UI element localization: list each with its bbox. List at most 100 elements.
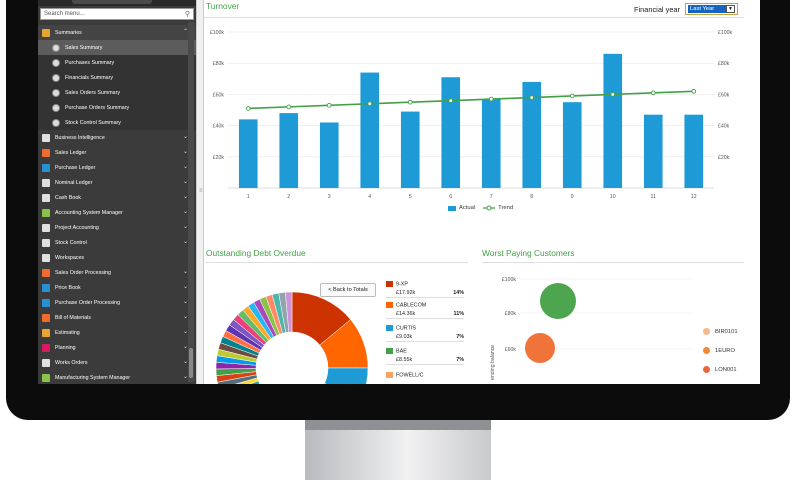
chevron-down-icon[interactable]: ⌄ <box>182 299 188 305</box>
sidebar-item-project-accounting[interactable]: Project Accounting ⌄ <box>38 220 196 235</box>
sidebar-item-estimating[interactable]: Estimating ⌄ <box>38 325 196 340</box>
chevron-down-icon[interactable]: ⌄ <box>182 194 188 200</box>
debt-legend-item[interactable]: FOWELL/C <box>386 372 464 378</box>
sidebar-item-label: Sales Summary <box>65 44 103 51</box>
debt-legend-item[interactable]: CABLECOM £14.36k 11% <box>386 302 464 320</box>
module-icon <box>42 178 50 187</box>
sidebar-item-price-book[interactable]: Price Book ⌄ <box>38 280 196 295</box>
chevron-down-icon[interactable]: ⌄ <box>182 284 188 290</box>
sidebar-item-works-orders[interactable]: Works Orders ⌄ <box>38 355 196 370</box>
chevron-up-icon[interactable]: ⌃ <box>182 29 188 35</box>
bar[interactable] <box>684 114 704 188</box>
chevron-down-icon[interactable]: ⌄ <box>182 164 188 170</box>
chevron-down-icon[interactable]: ⌄ <box>182 374 188 380</box>
bar[interactable] <box>238 119 258 188</box>
bar[interactable] <box>522 81 542 188</box>
sidebar-item-sales-ledger[interactable]: Sales Ledger ⌄ <box>38 145 196 160</box>
sidebar-item-planning[interactable]: Planning ⌄ <box>38 340 196 355</box>
sidebar-item-financials-summary[interactable]: Financials Summary <box>38 70 196 85</box>
wp-bubble-green[interactable] <box>540 283 576 319</box>
financial-year-value: Last Year <box>688 5 726 13</box>
chevron-down-icon[interactable]: ⌄ <box>182 149 188 155</box>
sidebar-item-purchase-order-processing[interactable]: Purchase Order Processing ⌄ <box>38 295 196 310</box>
sidebar-item-label: Stock Control Summary <box>65 119 121 126</box>
chevron-down-icon[interactable]: ⌄ <box>182 269 188 275</box>
trend-point[interactable] <box>367 101 373 107</box>
sidebar-item-sales-summary[interactable]: Sales Summary <box>38 40 196 55</box>
bar[interactable] <box>562 102 582 188</box>
trend-point[interactable] <box>610 92 616 97</box>
search-input[interactable]: Search menu... ⚲ <box>40 8 194 20</box>
sidebar-item-stock-control-summary[interactable]: Stock Control Summary <box>38 115 196 130</box>
sidebar-item-summaries[interactable]: Summaries ⌃ <box>38 25 196 40</box>
debt-customer: BAE <box>396 348 407 355</box>
sidebar-item-stock-control[interactable]: Stock Control ⌄ <box>38 235 196 250</box>
sidebar-scrollbar-thumb[interactable] <box>189 348 193 378</box>
sidebar-item-nominal-ledger[interactable]: Nominal Ledger ⌄ <box>38 175 196 190</box>
sidebar-item-sales-order-processing[interactable]: Sales Order Processing ⌄ <box>38 265 196 280</box>
bar[interactable] <box>279 113 299 188</box>
sidebar-item-manufacturing-system-manager[interactable]: Manufacturing System Manager ⌄ <box>38 370 196 384</box>
chevron-down-icon[interactable]: ⌄ <box>182 314 188 320</box>
trend-point[interactable] <box>569 93 575 99</box>
chevron-down-icon[interactable]: ⌄ <box>182 209 188 215</box>
debt-legend-item[interactable]: 9-XP £17.92k 14% <box>386 281 464 299</box>
y-tick-label-left: £80k <box>213 61 225 67</box>
sidebar-item-label: Stock Control <box>55 239 87 246</box>
donut-slice[interactable] <box>324 367 369 384</box>
bar[interactable] <box>319 122 339 188</box>
trend-point[interactable] <box>529 95 535 100</box>
trend-point[interactable] <box>407 99 413 105</box>
sidebar-item-label: Purchases Summary <box>65 59 115 66</box>
chevron-down-icon[interactable]: ⌄ <box>182 224 188 230</box>
sidebar-item-workspaces[interactable]: Workspaces <box>38 250 196 265</box>
bar[interactable] <box>481 99 501 188</box>
wp-legend-item[interactable]: LON001 <box>703 366 737 373</box>
search-icon[interactable]: ⚲ <box>184 11 190 18</box>
chevron-down-icon[interactable]: ⌄ <box>182 359 188 365</box>
trend-point[interactable] <box>691 88 697 94</box>
sidebar-splitter[interactable]: ≡ <box>196 0 204 384</box>
bar[interactable] <box>360 72 380 188</box>
sidebar-item-accounting-system-manager[interactable]: Accounting System Manager ⌄ <box>38 205 196 220</box>
sidebar-item-bill-of-materials[interactable]: Bill of Materials ⌄ <box>38 310 196 325</box>
donut-slice[interactable] <box>315 382 361 384</box>
debt-legend-item[interactable]: CURTIS £9.03k 7% <box>386 325 464 343</box>
chevron-down-icon[interactable]: ⌄ <box>182 179 188 185</box>
sidebar-item-sales-orders-summary[interactable]: Sales Orders Summary <box>38 85 196 100</box>
sidebar-item-cash-book[interactable]: Cash Book ⌄ <box>38 190 196 205</box>
financial-year-select[interactable]: Last Year ▼ <box>685 3 738 15</box>
wp-legend-item[interactable]: BIR0101 <box>703 328 738 335</box>
trend-point[interactable] <box>326 102 332 108</box>
sidebar-item-purchases-summary[interactable]: Purchases Summary <box>38 55 196 70</box>
bar[interactable] <box>400 111 420 188</box>
chevron-down-icon[interactable]: ⌄ <box>182 329 188 335</box>
trend-point[interactable] <box>286 104 292 110</box>
debt-amount: £8.55k <box>396 357 413 364</box>
bar[interactable] <box>441 77 461 188</box>
chevron-down-icon[interactable]: ⌄ <box>182 134 188 140</box>
debt-legend-item[interactable]: BAE £8.55k 7% <box>386 348 464 366</box>
sidebar-item-business-intelligence[interactable]: Business Intelligence ⌄ <box>38 130 196 145</box>
sidebar-tab[interactable] <box>72 0 152 4</box>
donut-slice[interactable] <box>285 291 293 333</box>
chevron-down-icon[interactable]: ⌄ <box>182 344 188 350</box>
back-to-totals-button[interactable]: < Back to Totals <box>320 283 376 297</box>
sidebar-item-purchase-ledger[interactable]: Purchase Ledger ⌄ <box>38 160 196 175</box>
splitter-grip-icon[interactable]: ≡ <box>199 188 203 194</box>
sidebar-scrollbar[interactable] <box>188 22 194 382</box>
chevron-down-icon[interactable]: ▼ <box>726 5 735 13</box>
chevron-down-icon[interactable]: ⌄ <box>182 239 188 245</box>
worst-paying-divider <box>482 262 744 263</box>
bar[interactable] <box>643 114 663 188</box>
trend-point[interactable] <box>650 90 656 96</box>
trend-point[interactable] <box>245 106 251 111</box>
sidebar-item-label: Workspaces <box>55 254 85 261</box>
trend-point[interactable] <box>488 96 494 102</box>
debt-amount: £14.36k <box>396 311 416 318</box>
trend-point[interactable] <box>448 98 454 103</box>
wp-legend-item[interactable]: 1EURO <box>703 347 735 354</box>
bar[interactable] <box>603 53 623 189</box>
wp-bubble-orange[interactable] <box>525 333 555 363</box>
sidebar-item-purchase-orders-summary[interactable]: Purchase Orders Summary <box>38 100 196 115</box>
